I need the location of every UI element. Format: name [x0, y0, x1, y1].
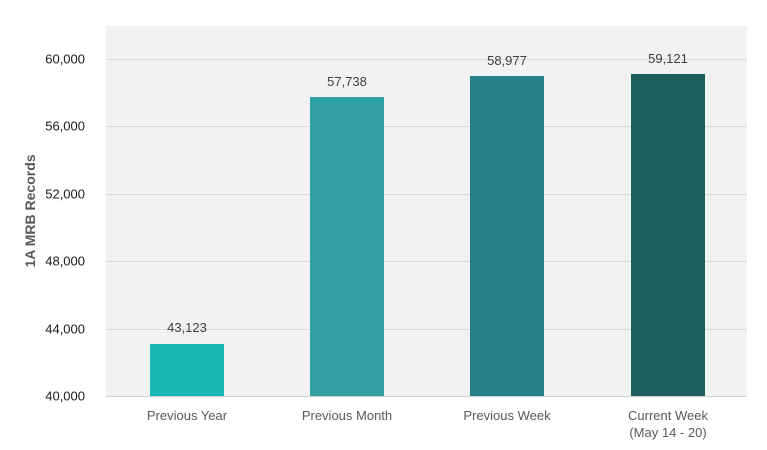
bar-previous-month: [310, 97, 384, 396]
gridline: [106, 126, 747, 127]
y-tick: 52,000: [45, 186, 85, 202]
gridline: [106, 59, 747, 60]
bar-value-label: 43,123: [167, 320, 207, 335]
y-tick: 44,000: [45, 321, 85, 337]
y-tick: 48,000: [45, 253, 85, 269]
x-category-label: Current Week (May 14 - 20): [598, 407, 738, 441]
y-tick: 60,000: [45, 51, 85, 67]
bar-previous-year: [150, 344, 224, 396]
bar-value-label: 58,977: [487, 53, 527, 68]
bar-value-label: 59,121: [648, 51, 688, 66]
category-text: Previous Year: [146, 408, 228, 423]
gridline: [106, 329, 747, 330]
x-category-label: Previous Week: [437, 407, 577, 424]
bar-value-label: 57,738: [327, 74, 367, 89]
category-text: Previous Week: [463, 408, 551, 423]
gridline: [106, 261, 747, 262]
y-axis-title: 1A MRB Records: [22, 154, 38, 268]
bar-current-week: [631, 74, 705, 396]
x-category-label: Previous Month: [277, 407, 417, 424]
category-subtext: (May 14 - 20): [629, 425, 707, 440]
category-text: Current Week: [628, 408, 708, 423]
y-tick: 56,000: [45, 118, 85, 134]
gridline: [106, 194, 747, 195]
y-tick: 40,000: [45, 388, 85, 404]
x-axis-line: [106, 396, 747, 397]
x-category-label: Previous Year: [117, 407, 257, 424]
bar-previous-week: [470, 76, 544, 396]
category-text: Previous Month: [301, 408, 393, 423]
